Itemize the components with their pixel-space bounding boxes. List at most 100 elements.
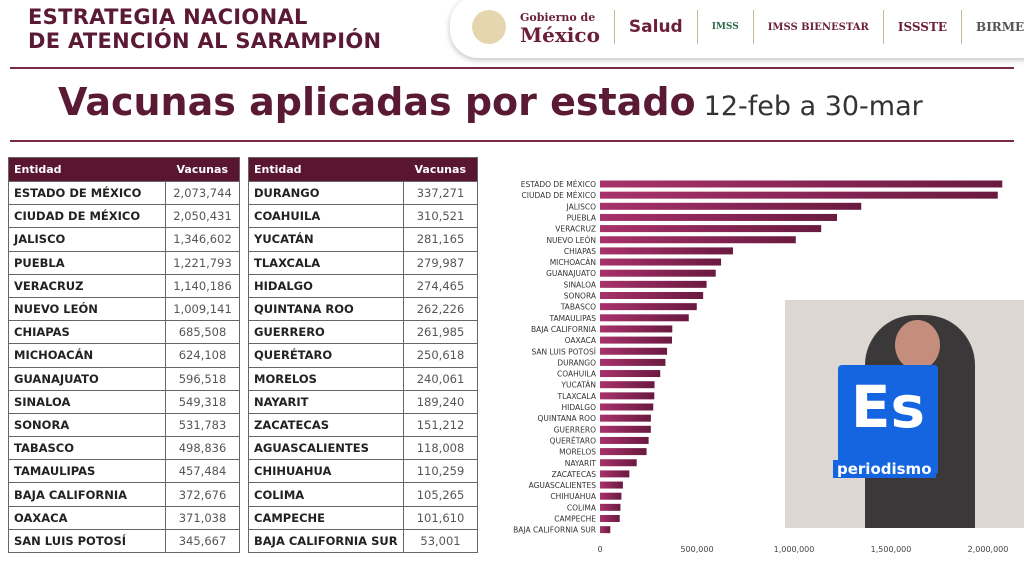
interpreter-video: Es periodismo bbox=[785, 300, 1024, 528]
table-row: ZACATECAS 151,212 bbox=[248, 412, 478, 438]
birmex-logo: BIRMEX bbox=[976, 19, 1024, 34]
state-name: HIDALGO bbox=[248, 273, 404, 298]
bar-label: NUEVO LEÓN bbox=[546, 236, 596, 245]
table-row: JALISCO 1,346,602 bbox=[8, 227, 240, 252]
bar-label: CHIAPAS bbox=[564, 247, 596, 256]
state-name: BAJA CALIFORNIA bbox=[8, 482, 166, 507]
bar bbox=[600, 515, 620, 522]
tick-label: 1,500,000 bbox=[871, 545, 912, 554]
state-name: SAN LUIS POTOSÍ bbox=[8, 528, 166, 554]
state-name: GUERRERO bbox=[248, 320, 404, 345]
table-row: DURANGO 337,271 bbox=[248, 180, 478, 206]
salud-logo: Salud bbox=[628, 16, 683, 37]
table-row: CAMPECHE 101,610 bbox=[248, 505, 478, 530]
vaccine-count: 457,484 bbox=[165, 459, 240, 484]
tick-label: 0 bbox=[597, 545, 602, 554]
bar bbox=[600, 425, 651, 433]
state-name: NUEVO LEÓN bbox=[8, 296, 166, 322]
vaccine-count: 685,508 bbox=[165, 320, 240, 345]
logo-bar: Gobierno de México Salud IMSS IMSS BIENES… bbox=[450, 0, 1024, 58]
bar bbox=[600, 370, 661, 378]
vaccine-count: 310,521 bbox=[403, 204, 478, 229]
bar-label: GUERRERO bbox=[554, 425, 596, 434]
bar bbox=[600, 236, 796, 244]
vaccine-count: 549,318 bbox=[165, 389, 240, 414]
divider bbox=[10, 140, 1014, 142]
state-name: YUCATÁN bbox=[248, 227, 404, 252]
vaccine-count: 371,038 bbox=[165, 505, 240, 530]
state-name: ZACATECAS bbox=[248, 412, 404, 438]
bar bbox=[600, 448, 647, 456]
table-row: BAJA CALIFORNIA 372,676 bbox=[8, 482, 240, 507]
vaccine-count: 151,212 bbox=[403, 412, 478, 438]
vaccine-count: 118,008 bbox=[403, 436, 478, 461]
bar-label: HIDALGO bbox=[561, 403, 596, 412]
bar bbox=[600, 314, 689, 322]
state-name: GUANAJUATO bbox=[8, 366, 166, 391]
vaccine-count: 105,265 bbox=[403, 482, 478, 507]
bar-label: ESTADO DE MÉXICO bbox=[521, 180, 596, 189]
vaccine-count: 372,676 bbox=[165, 482, 240, 507]
bar bbox=[600, 526, 611, 534]
bar bbox=[600, 325, 673, 333]
vaccine-count: 2,073,744 bbox=[165, 180, 240, 206]
bar bbox=[600, 481, 623, 489]
bar-chart: ESTADO DE MÉXICO CIUDAD DE MÉXICO JALISCO P… bbox=[513, 180, 1008, 554]
interpreter-face bbox=[895, 320, 940, 370]
bar bbox=[600, 492, 622, 500]
state-name: PUEBLA bbox=[8, 250, 166, 275]
periodismo-label: periodismo bbox=[833, 460, 936, 478]
table-row: NUEVO LEÓN 1,009,141 bbox=[8, 296, 240, 322]
bar-label: SAN LUIS POTOSÍ bbox=[531, 347, 596, 356]
vaccine-count: 110,259 bbox=[403, 459, 478, 484]
table-header: Entidad Vacunas bbox=[8, 157, 240, 182]
bar bbox=[600, 225, 822, 233]
bar bbox=[600, 213, 838, 221]
bar-label: JALISCO bbox=[565, 202, 596, 211]
table-row: TLAXCALA 279,987 bbox=[248, 250, 478, 275]
bar-label: PUEBLA bbox=[567, 213, 597, 222]
title-line-2: DE ATENCIÓN AL SARAMPIÓN bbox=[28, 29, 382, 53]
state-name: NAYARIT bbox=[248, 389, 404, 414]
bar bbox=[600, 347, 668, 355]
state-name: MORELOS bbox=[248, 366, 404, 391]
table-row: NAYARIT 189,240 bbox=[248, 389, 478, 414]
bar-label: SINALOA bbox=[563, 280, 596, 289]
bar-label: SONORA bbox=[564, 292, 597, 301]
vaccines-table-1: Entidad Vacunas ESTADO DE MÉXICO 2,073,744 C… bbox=[8, 157, 240, 554]
bar bbox=[600, 503, 621, 511]
es-logo: Es bbox=[838, 365, 938, 475]
mexico-seal-icon bbox=[472, 10, 506, 44]
bar bbox=[600, 280, 707, 288]
bar-label: BAJA CALIFORNIA SUR bbox=[513, 526, 596, 535]
bar bbox=[600, 180, 1003, 188]
bar-label: QUINTANA ROO bbox=[538, 414, 597, 423]
table-row: QUERÉTARO 250,618 bbox=[248, 343, 478, 368]
table-row: YUCATÁN 281,165 bbox=[248, 227, 478, 252]
divider bbox=[10, 67, 1014, 69]
vaccine-count: 624,108 bbox=[165, 343, 240, 368]
vaccine-count: 281,165 bbox=[403, 227, 478, 252]
bar bbox=[600, 191, 998, 199]
vaccine-count: 1,140,186 bbox=[165, 273, 240, 298]
state-name: OAXACA bbox=[8, 505, 166, 530]
bar bbox=[600, 358, 666, 366]
bar bbox=[600, 303, 697, 311]
bar-label: GUANAJUATO bbox=[546, 269, 596, 278]
vaccine-count: 279,987 bbox=[403, 250, 478, 275]
table-row: COLIMA 105,265 bbox=[248, 482, 478, 507]
state-name: BAJA CALIFORNIA SUR bbox=[248, 528, 404, 554]
vaccine-count: 261,985 bbox=[403, 320, 478, 345]
bar bbox=[600, 436, 649, 444]
header-vacunas: Vacunas bbox=[165, 157, 240, 182]
vaccine-count: 345,667 bbox=[165, 528, 240, 554]
bar-label: CHIHUAHUA bbox=[550, 492, 596, 501]
table-row: MORELOS 240,061 bbox=[248, 366, 478, 391]
bar-label: MICHOACÁN bbox=[550, 258, 596, 267]
state-name: VERACRUZ bbox=[8, 273, 166, 298]
vaccine-count: 531,783 bbox=[165, 412, 240, 438]
vaccine-count: 240,061 bbox=[403, 366, 478, 391]
table-row: VERACRUZ 1,140,186 bbox=[8, 273, 240, 298]
title-line-1: ESTRATEGIA NACIONAL bbox=[28, 5, 308, 29]
imss-bienestar-logo: IMSS BIENESTAR bbox=[767, 21, 869, 33]
